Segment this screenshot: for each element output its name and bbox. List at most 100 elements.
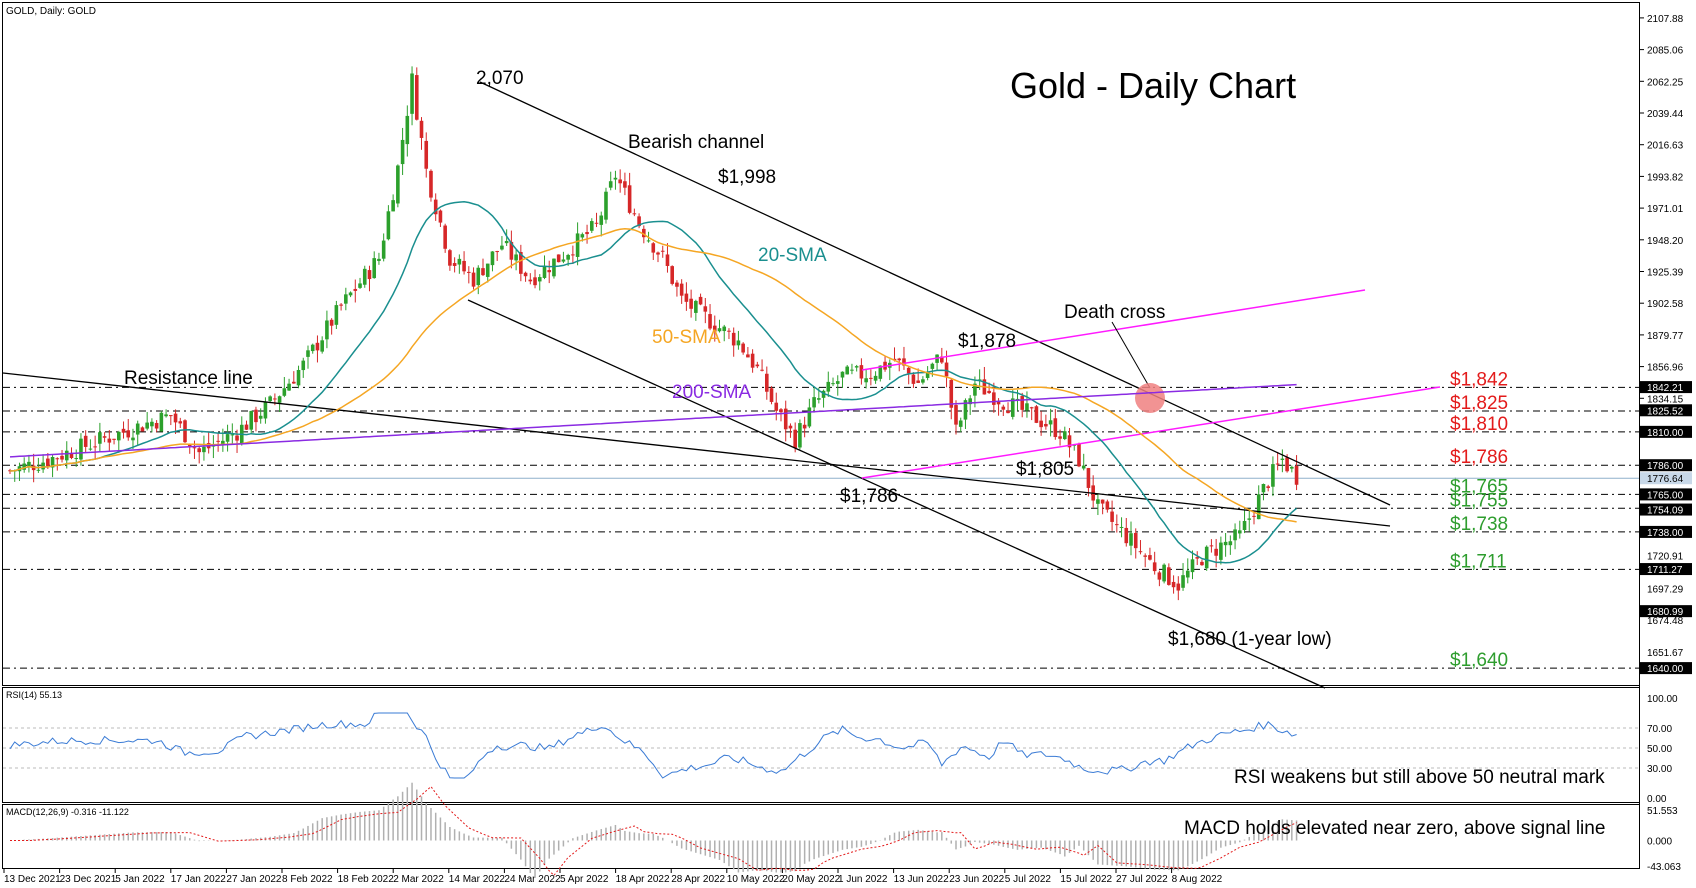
candle-body [467,271,471,273]
annotation-death-cross: Death cross [1064,302,1165,323]
price-box-label: 1640.00 [1647,664,1684,675]
candle-body [618,179,622,184]
candle-body [1010,398,1015,417]
candle-body [930,363,935,369]
date-tick-label: 17 Jan 2022 [171,874,226,885]
candle-body [892,358,897,361]
price-box-label: 1711.27 [1647,565,1683,576]
candle-body [457,258,462,265]
price-tick-label: 1674.48 [1647,616,1684,627]
candle-body [1200,561,1204,566]
candle-body [334,305,339,325]
candle-body [1275,463,1280,465]
candle-body [1006,410,1010,414]
level-label: $1,765 [1450,476,1508,497]
date-tick-label: 8 Aug 2022 [1172,874,1223,885]
candle-body [940,356,944,363]
rsi-comment: RSI weakens but still above 50 neutral m… [1234,767,1605,788]
death-cross-pointer [1111,321,1151,389]
candle-body [1162,564,1166,582]
candle-body [187,443,192,447]
candle-body [1086,468,1091,488]
price-tick-label: 1925.39 [1647,267,1684,278]
annotation-low-1680: $1,680 (1-year low) [1168,629,1332,650]
candle-body [1252,515,1256,517]
level-label: $1,825 [1450,393,1508,414]
magenta-upper-line [861,289,1366,371]
candle-body [1290,466,1294,469]
candle-body [992,392,996,405]
candle-body [301,360,306,371]
candle-body [694,300,698,313]
candle-body [1081,465,1086,469]
date-tick-label: 10 May 2022 [727,874,785,885]
candle-body [911,374,916,384]
candle-body [282,388,287,396]
price-tick-label: 1879.77 [1647,331,1684,342]
candle-body [509,241,514,260]
date-tick-label: 13 Dec 2021 [4,874,61,885]
candle-body [906,367,911,374]
candle-body [325,320,329,340]
candle-body [154,422,159,429]
date-tick-label: 8 Feb 2022 [282,874,333,885]
candle-body [1167,567,1171,585]
date-tick-label: 28 Apr 2022 [671,874,725,885]
channel-lower-line [467,299,1326,689]
level-label: $1,755 [1450,490,1508,511]
candle-body [1271,464,1275,487]
candle-body [1058,436,1062,439]
macd-label: MACD(12,26,9) -0.316 -11.122 [6,807,129,817]
candle-body [178,421,183,424]
candle-body [821,390,826,398]
candle-body [424,140,429,169]
candle-body [296,369,301,386]
candle-body [22,463,26,470]
candle-body [225,434,230,442]
candle-body [485,263,490,277]
date-tick-label: 13 Jun 2022 [894,874,949,885]
level-label: $1,786 [1450,447,1508,468]
candle-body [1157,572,1162,580]
candle-body [268,396,272,402]
candle-body [306,350,310,357]
candle-body [287,383,291,391]
candle-body [854,366,859,368]
candle-body [98,432,102,444]
candle-body [684,293,689,302]
candle-body [1294,466,1299,485]
candle-body [258,415,263,419]
candle-body [736,340,741,346]
candle-body [1039,420,1043,428]
candle-body [381,240,386,259]
candle-body [542,265,547,278]
candle-body [869,377,873,379]
candle-body [1044,423,1048,427]
price-box-label: 1786.00 [1647,461,1684,472]
candle-body [1148,555,1152,560]
candle-body [987,390,991,394]
level-label: $1,711 [1450,551,1507,572]
rsi-tick-label: 30.00 [1647,764,1672,775]
candle-body [637,216,641,227]
candle-body [642,228,646,238]
candle-body [1115,524,1119,526]
candle-body [339,304,343,306]
candle-body [292,381,296,384]
candle-body [1077,443,1081,467]
candle-body [783,408,788,430]
candle-body [400,139,405,165]
candle-body [116,431,121,441]
candle-body [812,397,816,408]
rsi-tick-label: 0.00 [1647,794,1667,805]
date-tick-label: 23 Dec 2021 [60,874,117,885]
candle-body [665,254,670,266]
price-tick-label: 2062.25 [1647,77,1684,88]
candle-body [779,409,783,413]
candle-body [533,277,537,286]
candle-body [1067,435,1072,448]
candle-body [46,458,50,467]
candle-body [410,73,414,114]
price-tick-label: 2016.63 [1647,141,1684,152]
candle-body [599,215,604,225]
